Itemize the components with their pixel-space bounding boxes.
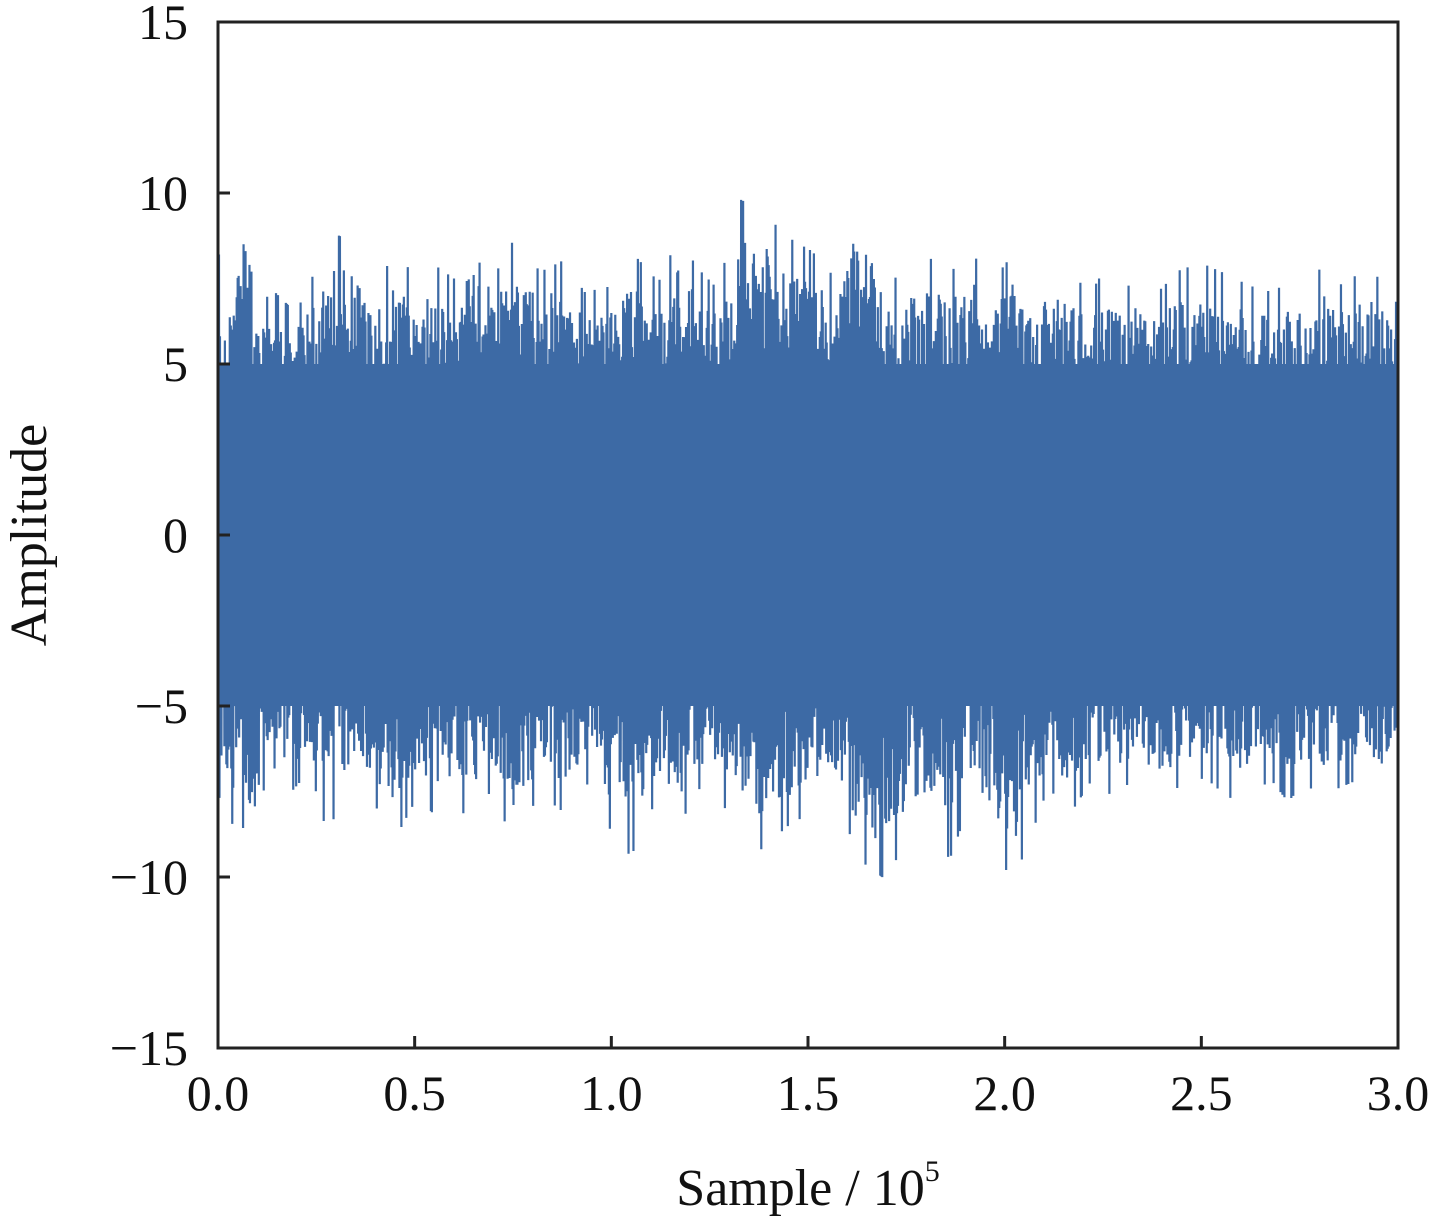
y-axis-label: Amplitude — [1, 424, 58, 646]
x-tick-label: 2.0 — [973, 1065, 1036, 1121]
x-tick-label: 0.5 — [383, 1065, 446, 1121]
x-axis-label-base: Sample / 10 — [676, 1160, 924, 1217]
x-tick-label: 1.5 — [777, 1065, 840, 1121]
x-tick-label: 0.0 — [187, 1065, 250, 1121]
y-tick-label: 5 — [163, 336, 188, 392]
x-tick-label: 2.5 — [1170, 1065, 1233, 1121]
y-axis: 15 10 5 0 −5 −10 −15 — [110, 0, 230, 1076]
x-tick-label: 3.0 — [1367, 1065, 1430, 1121]
y-tick-label: −5 — [135, 678, 188, 734]
x-tick-label: 1.0 — [580, 1065, 643, 1121]
x-axis-label-exponent: 5 — [925, 1155, 940, 1188]
x-axis: 0.0 0.5 1.0 1.5 2.0 2.5 3.0 — [187, 1036, 1430, 1121]
y-tick-label: 0 — [163, 507, 188, 563]
y-tick-label: −15 — [110, 1020, 188, 1076]
y-tick-label: −10 — [110, 849, 188, 905]
y-tick-label: 15 — [138, 0, 188, 50]
signal-series — [216, 199, 1400, 878]
signal-core-band — [218, 364, 1398, 706]
x-axis-label: Sample / 105 — [676, 1155, 939, 1217]
y-tick-label: 10 — [138, 165, 188, 221]
